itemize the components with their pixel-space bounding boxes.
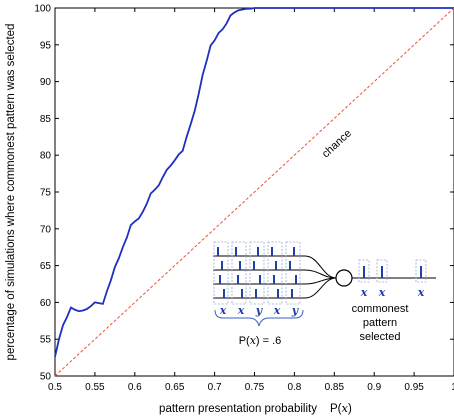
x-tick-label: 1 — [451, 382, 454, 393]
pattern-box — [231, 241, 247, 305]
output-label: x — [378, 286, 386, 299]
selection-curve — [54, 7, 454, 358]
y-axis-title: percentage of simulations where commones… — [5, 24, 17, 361]
inset-converging-lines — [304, 255, 337, 299]
svg-text:pattern presentation probabili: pattern presentation probability — [159, 403, 317, 415]
pattern-box — [249, 241, 265, 305]
axis-ticks: 0.5 0.55 0.6 0.65 0.7 0.75 0.8 0.85 0.9 0.95 1 50 55… — [34, 4, 454, 393]
x-tick-label: 0.55 — [85, 382, 105, 393]
inset-spike-trains — [213, 241, 301, 305]
sequence-label: y — [255, 304, 264, 317]
inset-caption: commonest pattern selected — [352, 303, 409, 343]
caption-line: selected — [360, 331, 401, 343]
sequence-label: x — [273, 304, 281, 317]
pattern-box — [285, 241, 301, 305]
x-tick-label: 0.5 — [48, 382, 62, 393]
sequence-label: x — [237, 304, 245, 317]
caption-line: commonest — [352, 303, 409, 315]
x-tick-label: 0.85 — [325, 382, 345, 393]
sequence-label: x — [219, 304, 227, 317]
pattern-box — [267, 241, 283, 305]
neuron-circle — [335, 269, 353, 287]
probability-label: P(x) = .6 — [239, 334, 282, 347]
y-tick-label: 75 — [40, 188, 52, 199]
y-tick-label: 55 — [40, 335, 52, 346]
x-tick-label: 0.75 — [245, 382, 265, 393]
x-tick-label: 0.8 — [287, 382, 301, 393]
y-tick-label: 50 — [40, 372, 52, 383]
x-axis-title: pattern presentation probability P(x) — [159, 401, 352, 415]
y-tick-label: 95 — [40, 40, 52, 51]
series-layer — [54, 7, 454, 377]
y-tick-label: 90 — [40, 77, 52, 88]
x-tick-label: 0.7 — [208, 382, 222, 393]
y-tick-label: 65 — [40, 261, 52, 272]
svg-text:P(x): P(x) — [330, 401, 352, 415]
output-label: x — [417, 286, 425, 299]
output-box — [358, 259, 370, 283]
output-label: x — [360, 286, 368, 299]
x-tick-label: 0.95 — [404, 382, 424, 393]
x-tick-label: 0.6 — [128, 382, 142, 393]
output-box — [415, 259, 427, 283]
y-tick-label: 70 — [40, 224, 52, 235]
curly-brace — [214, 309, 304, 327]
y-tick-label: 85 — [40, 114, 52, 125]
y-tick-label: 100 — [34, 4, 51, 15]
y-tick-label: 80 — [40, 151, 52, 162]
converging-line — [304, 277, 337, 299]
x-tick-label: 0.9 — [367, 382, 381, 393]
output-box — [376, 259, 388, 283]
pattern-box — [213, 241, 229, 305]
sequence-label: y — [291, 304, 300, 317]
y-tick-label: 60 — [40, 298, 52, 309]
chance-line — [54, 7, 454, 377]
x-tick-label: 0.65 — [165, 382, 185, 393]
caption-line: pattern — [363, 317, 397, 329]
